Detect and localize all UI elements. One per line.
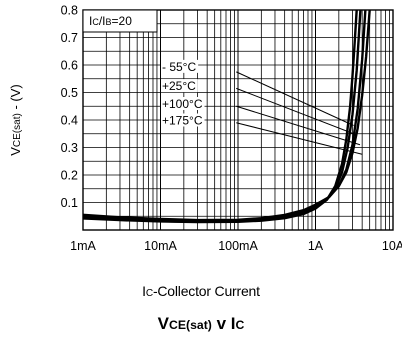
series-label-1: - 55°C	[162, 60, 196, 74]
series-label-bg	[161, 79, 198, 93]
ylabel-v: V	[8, 147, 23, 156]
condition-box	[82, 9, 158, 33]
x-tick-label: 1mA	[70, 239, 96, 253]
ylabel-sub: CE(sat)	[12, 113, 23, 147]
x-tick-labels: 1mA 10mA 100mA 1A 10A	[70, 239, 402, 253]
series-curve-4	[82, 9, 371, 222]
condition-ratio: =20	[112, 14, 133, 28]
series-label-2: +25°C	[162, 79, 196, 93]
x-tick-label: 10mA	[144, 239, 177, 253]
y-tick-label: 0.7	[61, 31, 78, 45]
title-i: I	[230, 314, 236, 333]
x-axis-label: IC-Collector Current	[0, 283, 402, 299]
y-tick-label: 0.4	[61, 114, 78, 128]
leader-line-2	[236, 87, 358, 136]
x-tick-label: 10A	[382, 239, 402, 253]
y-axis-label: VCE(sat) - (V)	[8, 84, 23, 155]
condition-sub-b: B	[106, 17, 112, 27]
chart-title: VCE(sat) v IC	[0, 314, 402, 334]
y-tick-label: 0.1	[61, 196, 78, 210]
y-tick-label: 0.5	[61, 86, 78, 100]
x-tick-label: 1A	[308, 239, 324, 253]
y-tick-label: 0.8	[61, 4, 78, 18]
y-tick-labels: 0.1 0.2 0.3 0.4 0.5 0.6 0.7 0.8	[61, 4, 78, 211]
y-tick-label: 0.6	[61, 59, 78, 73]
series-label-4: +175°C	[162, 114, 203, 128]
leader-line-4	[236, 122, 363, 155]
series-label-3: +100°C	[162, 97, 203, 111]
series-label-bg	[161, 59, 199, 73]
leader-lines	[236, 71, 363, 155]
condition-i: I	[89, 14, 92, 28]
xlabel-sub: C	[145, 288, 153, 299]
title-v: V	[157, 314, 170, 333]
condition-sub-c: C	[92, 17, 99, 27]
ylabel-unit: - (V)	[8, 84, 23, 113]
series-label-bg	[161, 97, 205, 110]
xlabel-text: -Collector Current	[152, 283, 260, 299]
condition-label: IC/IB=20	[89, 14, 132, 28]
series-label-bg	[161, 113, 205, 127]
series-labels: - 55°C +25°C +100°C +175°C	[161, 59, 205, 128]
plot-frame	[82, 9, 394, 231]
y-tick-label: 0.3	[61, 141, 78, 155]
title-sub-ce: CE(sat)	[169, 318, 212, 332]
series-curve-2	[82, 9, 362, 223]
leader-line-3	[236, 105, 361, 146]
condition-slash: /I	[99, 14, 106, 28]
title-sub-c: C	[235, 318, 245, 332]
curves	[82, 9, 371, 224]
series-curve-3	[82, 9, 367, 223]
title-v-connector: v	[211, 314, 231, 333]
x-tick-label: 100mA	[218, 239, 258, 253]
leader-line-1	[236, 71, 354, 126]
y-tick-label: 0.2	[61, 169, 78, 183]
grid	[83, 10, 393, 230]
xlabel-i: I	[142, 283, 146, 299]
